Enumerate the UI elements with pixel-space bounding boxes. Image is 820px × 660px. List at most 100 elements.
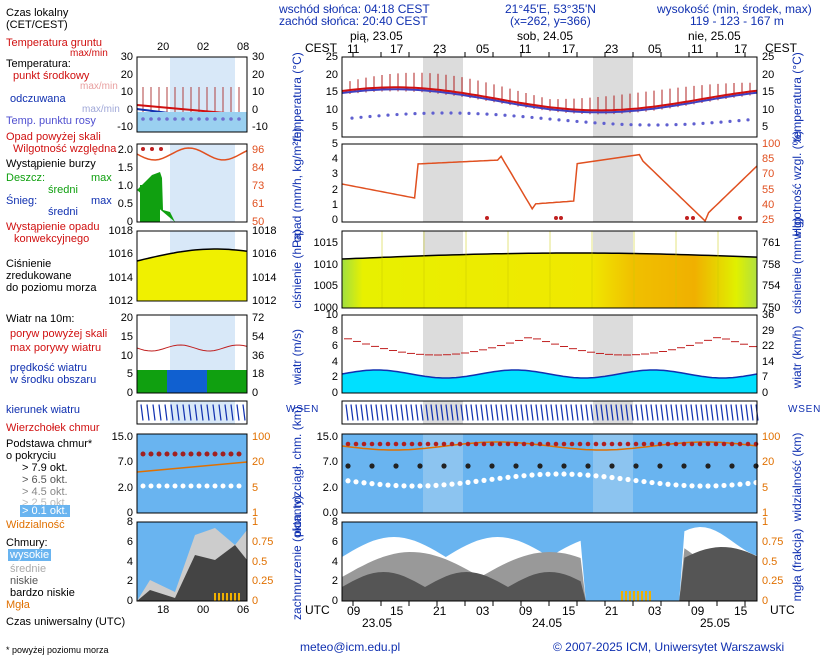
legend-wind-speed-sub: w środku obszaru (10, 374, 97, 386)
axis-tick: 7 (762, 371, 769, 384)
dew-point-dot (683, 122, 687, 126)
wind-dir-arrow (565, 404, 569, 421)
wind-dir-arrow-left (152, 404, 156, 421)
cloud-top-dot (521, 441, 527, 447)
cloud-top-dot (377, 441, 383, 447)
wind-dir-arrow-left (182, 404, 186, 421)
cloud-base-dot (601, 474, 607, 480)
cloud-base-dot-dark (681, 463, 687, 469)
cloud-base-dot (561, 471, 567, 477)
dew-point-dot (602, 121, 606, 126)
utc-label-left: UTC (305, 603, 330, 617)
legend-octa-45: > 4.5 okt. (22, 486, 68, 498)
dew-dot-left (189, 117, 193, 121)
cloud-base-dot (569, 471, 575, 477)
wind-dir-arrow (380, 404, 384, 421)
axis-tick: 100 (252, 431, 271, 443)
cloud-top-left (188, 451, 194, 457)
grid-text: (x=262, y=366) (510, 14, 591, 28)
dew-point-dot (476, 112, 480, 116)
cloud-base-dot (377, 481, 383, 488)
wind-dir-arrow-left (170, 404, 174, 421)
wind-dir-arrow (445, 404, 449, 421)
panel-frame (341, 230, 758, 309)
compass-left: W S E N (286, 404, 318, 415)
wind-dir-arrow (425, 404, 429, 421)
cloud-top-left (204, 451, 210, 457)
time-tick: 15 (734, 604, 748, 618)
axis-tick: 5 (762, 121, 769, 133)
cloud-top-dot (537, 441, 543, 447)
axis-tick: 1005 (313, 280, 338, 293)
local-time-label: Czas lokalny (6, 7, 69, 19)
axis-tick: 0 (762, 387, 769, 399)
axis-tick: 7.0 (322, 456, 338, 469)
felt-temp-line (341, 88, 758, 114)
dew-point-dot (557, 118, 561, 122)
cloud-top-dot (729, 441, 735, 447)
axis-tick: 20 (762, 68, 775, 81)
axis-tick: 1.5 (117, 162, 133, 174)
cloud-base-dot (433, 482, 439, 488)
humidity-line (341, 153, 758, 223)
axis-tick: 40 (762, 198, 775, 211)
axis-tick: 36 (762, 309, 775, 321)
axis-tick: 14 (762, 355, 775, 368)
dew-point-dot (665, 123, 669, 127)
footer-email[interactable]: meteo@icm.edu.pl (300, 640, 401, 654)
axis-tick: 0 (126, 387, 133, 399)
axis-tick: 54 (252, 330, 265, 343)
ylabel-pressure-hpa: ciśnienie (hPa) (290, 229, 304, 309)
dew-point-dot (593, 121, 597, 125)
ylabel-cloudcover: zachmurzenie (oktanty) (290, 495, 304, 620)
wind-dir-arrow (680, 404, 684, 421)
time-tick: 23 (605, 42, 619, 56)
legend-ground-sub: max/min (70, 48, 108, 59)
axis-tick: 1000 (313, 302, 338, 314)
wind-dir-arrow (370, 404, 374, 421)
axis-tick: 750 (762, 302, 781, 314)
footer-copyright: © 2007-2025 ICM, Uniwersytet Warszawski (553, 640, 785, 654)
cloud-base-dot (361, 480, 367, 486)
wind-dir-arrow (510, 404, 514, 421)
cloud-top-left (196, 451, 202, 457)
time-tick: 05 (476, 42, 490, 56)
cloud-base-dot (681, 482, 687, 489)
dew-point-dot (431, 111, 435, 115)
dew-point-dot (512, 114, 516, 118)
cloud-base-dot (489, 476, 495, 482)
axis-tick: 1 (331, 198, 338, 211)
bottom-day-1: 23.05 (362, 616, 393, 630)
time-tick: 11 (347, 42, 360, 56)
humidity-line-left (136, 147, 248, 161)
wind-dir-arrow (345, 404, 349, 421)
wind-dir-arrow (460, 404, 464, 421)
panel-frame-left (136, 521, 248, 602)
axis-tick: 84 (252, 162, 265, 174)
axis-tick: 1014 (108, 271, 133, 284)
axis-tick: 20 (252, 68, 265, 81)
axis-tick: 85 (762, 153, 775, 166)
utc-tick-06: 06 (237, 604, 250, 616)
wind-dir-arrow (665, 404, 669, 421)
axis-tick: 30 (120, 51, 133, 63)
height-values: 119 - 123 - 167 m (690, 14, 784, 28)
cloud-top-dot (705, 441, 711, 447)
cloud-top-dot (449, 441, 455, 447)
axis-tick: 10 (762, 103, 775, 116)
cloud-base-dot (545, 471, 551, 477)
cloud-base-dot (345, 478, 351, 484)
cloud-top-dot (425, 441, 431, 447)
axis-tick: 10 (252, 86, 265, 98)
wind-dir-arrow (540, 404, 544, 421)
wind-dir-arrow (535, 404, 539, 421)
local-tick-02: 02 (197, 41, 210, 53)
legend-snow-mean: średni (48, 206, 78, 218)
dew-point-dot (485, 112, 489, 116)
time-tick: 05 (648, 42, 662, 56)
wind-dir-arrow (505, 404, 509, 421)
cloud-base-dot (633, 477, 639, 484)
dew-point-dot (575, 119, 579, 124)
cloud-top-dot (577, 441, 583, 447)
